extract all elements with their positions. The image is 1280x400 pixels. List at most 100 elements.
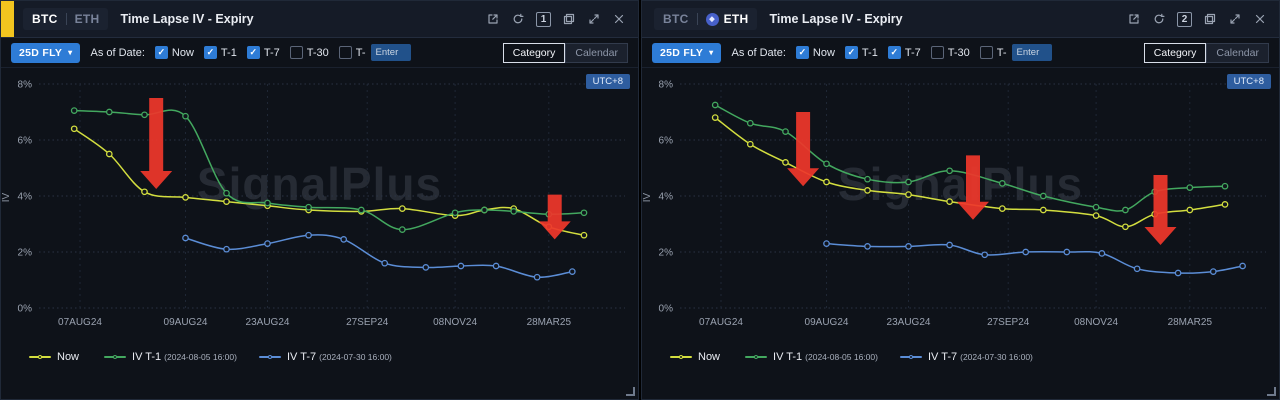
checkbox-t7[interactable]: T-7	[246, 46, 280, 59]
window-count-badge[interactable]: 2	[1177, 11, 1192, 27]
legend-item-t7[interactable]: IV T-7 (2024-07-30 16:00)	[899, 351, 1033, 363]
legend-label: Now	[57, 351, 80, 363]
window-controls: 1	[486, 11, 626, 27]
legend-item-now[interactable]: Now	[29, 351, 82, 363]
window-controls: 2	[1127, 11, 1267, 27]
checkbox-t30[interactable]: T-30	[289, 46, 329, 59]
checkbox-box[interactable]	[246, 46, 260, 59]
svg-text:08NOV24: 08NOV24	[1074, 317, 1118, 328]
checkbox-box[interactable]	[795, 46, 809, 59]
titlebar[interactable]: BTC ETH Time Lapse IV - Expiry 2	[642, 1, 1279, 38]
strategy-select[interactable]: 25D FLY ▾	[11, 42, 81, 63]
refresh-icon[interactable]	[1152, 12, 1166, 26]
titlebar[interactable]: BTC ETH Time Lapse IV - Expiry 1	[1, 1, 638, 38]
svg-text:8%: 8%	[659, 80, 674, 91]
close-icon[interactable]	[612, 12, 626, 26]
page-title: Time Lapse IV - Expiry	[120, 12, 254, 26]
tab-category[interactable]: Category	[502, 42, 566, 63]
checkbox-box[interactable]	[203, 46, 217, 59]
duplicate-window-icon[interactable]	[1203, 12, 1217, 26]
checkbox-t-custom[interactable]: T-	[979, 46, 1007, 59]
legend-timestamp: (2024-07-30 16:00)	[960, 352, 1033, 362]
tab-category[interactable]: Category	[1143, 42, 1207, 63]
legend-label: IV T-1	[132, 351, 162, 363]
open-external-icon[interactable]	[486, 12, 500, 26]
svg-text:4%: 4%	[659, 192, 674, 203]
coin-tab-eth[interactable]: ETH	[705, 12, 749, 26]
svg-text:07AUG24: 07AUG24	[58, 317, 102, 328]
custom-day-input[interactable]	[1011, 44, 1052, 61]
checkbox-label: T-30	[306, 46, 329, 59]
checkbox-box[interactable]	[930, 46, 944, 59]
chart-toolbar: 25D FLY ▾ As of Date: Now T-1 T-7 T-30	[1, 38, 638, 68]
resize-handle[interactable]	[626, 387, 635, 396]
legend-dot	[754, 355, 759, 359]
custom-day-input[interactable]	[370, 44, 411, 61]
resize-handle[interactable]	[1267, 387, 1276, 396]
checkbox-t7[interactable]: T-7	[887, 46, 921, 59]
legend-line-t7	[899, 355, 922, 359]
svg-text:28MAR25: 28MAR25	[527, 317, 572, 328]
strategy-select[interactable]: 25D FLY ▾	[652, 42, 722, 63]
legend-line-t7	[258, 355, 281, 359]
legend-label: IV T-1	[773, 351, 803, 363]
checkbox-box[interactable]	[979, 46, 993, 59]
view-toggle: Category Calendar	[502, 42, 628, 63]
chart-area[interactable]: UTC+8 IV SignalPlus 0% 2% 4% 6% 8% 07AUG24 09A…	[1, 70, 638, 342]
legend-dot	[113, 355, 118, 359]
checkbox-t1[interactable]: T-1	[844, 46, 878, 59]
checkbox-box[interactable]	[338, 46, 352, 59]
duplicate-window-icon[interactable]	[562, 12, 576, 26]
strategy-value: 25D FLY	[660, 46, 704, 59]
chart-area[interactable]: UTC+8 IV SignalPlus 0% 2% 4% 6% 8% 07AUG24 09A…	[642, 70, 1279, 342]
svg-text:09AUG24: 09AUG24	[805, 317, 849, 328]
coin-tab-eth[interactable]: ETH	[74, 12, 100, 26]
expand-icon[interactable]	[1228, 12, 1242, 26]
refresh-icon[interactable]	[511, 12, 525, 26]
legend-dot	[267, 355, 272, 359]
checkbox-box[interactable]	[289, 46, 303, 59]
close-icon[interactable]	[1253, 12, 1267, 26]
coin-tab-btc[interactable]: BTC	[663, 12, 689, 26]
chart-legend: Now IV T-1 (2024-08-05 16:00) IV T-7 (20…	[642, 351, 1279, 363]
svg-text:08NOV24: 08NOV24	[433, 317, 477, 328]
svg-text:27SEP24: 27SEP24	[346, 317, 389, 328]
svg-text:0%: 0%	[659, 304, 674, 315]
checkbox-box[interactable]	[887, 46, 901, 59]
strategy-value: 25D FLY	[19, 46, 63, 59]
svg-text:23AUG24: 23AUG24	[246, 317, 290, 328]
expand-icon[interactable]	[587, 12, 601, 26]
svg-text:4%: 4%	[18, 192, 33, 203]
checkbox-box[interactable]	[844, 46, 858, 59]
legend-dot	[679, 355, 683, 359]
svg-text:0%: 0%	[18, 304, 33, 315]
legend-line-now	[670, 355, 692, 359]
legend-line-t1	[745, 355, 768, 359]
checkbox-t30[interactable]: T-30	[930, 46, 970, 59]
checkbox-label: T-7	[263, 46, 280, 59]
svg-text:27SEP24: 27SEP24	[987, 317, 1030, 328]
panel-eth: BTC ETH Time Lapse IV - Expiry 2 25D FLY…	[641, 0, 1280, 400]
window-count-badge[interactable]: 1	[536, 11, 551, 27]
legend-dot	[908, 355, 913, 359]
tab-calendar[interactable]: Calendar	[1206, 42, 1269, 63]
checkbox-now[interactable]: Now	[795, 46, 835, 59]
iv-expiry-chart-canvas[interactable]: 0% 2% 4% 6% 8% 07AUG24 09AUG24 23AUG24 27SEP24 08…	[642, 70, 1279, 347]
checkbox-t1[interactable]: T-1	[203, 46, 237, 59]
legend-timestamp: (2024-07-30 16:00)	[319, 352, 392, 362]
divider	[696, 13, 698, 25]
coin-tab-btc[interactable]: BTC	[32, 12, 58, 26]
legend-item-t1[interactable]: IV T-1 (2024-08-05 16:00)	[104, 351, 237, 363]
legend-item-t7[interactable]: IV T-7 (2024-07-30 16:00)	[258, 351, 392, 363]
legend-item-now[interactable]: Now	[670, 351, 723, 363]
titlebar-left: BTC ETH Time Lapse IV - Expiry	[1, 1, 254, 37]
coin-tab-label: ETH	[723, 12, 749, 26]
checkbox-t-custom[interactable]: T-	[338, 46, 366, 59]
checkbox-now[interactable]: Now	[154, 46, 194, 59]
iv-expiry-chart-canvas[interactable]: 0% 2% 4% 6% 8% 07AUG24 09AUG24 23AUG24 27SEP24 08…	[1, 70, 638, 347]
open-external-icon[interactable]	[1127, 12, 1141, 26]
legend-item-t1[interactable]: IV T-1 (2024-08-05 16:00)	[745, 351, 878, 363]
checkbox-box[interactable]	[154, 46, 168, 59]
tab-calendar[interactable]: Calendar	[565, 42, 628, 63]
